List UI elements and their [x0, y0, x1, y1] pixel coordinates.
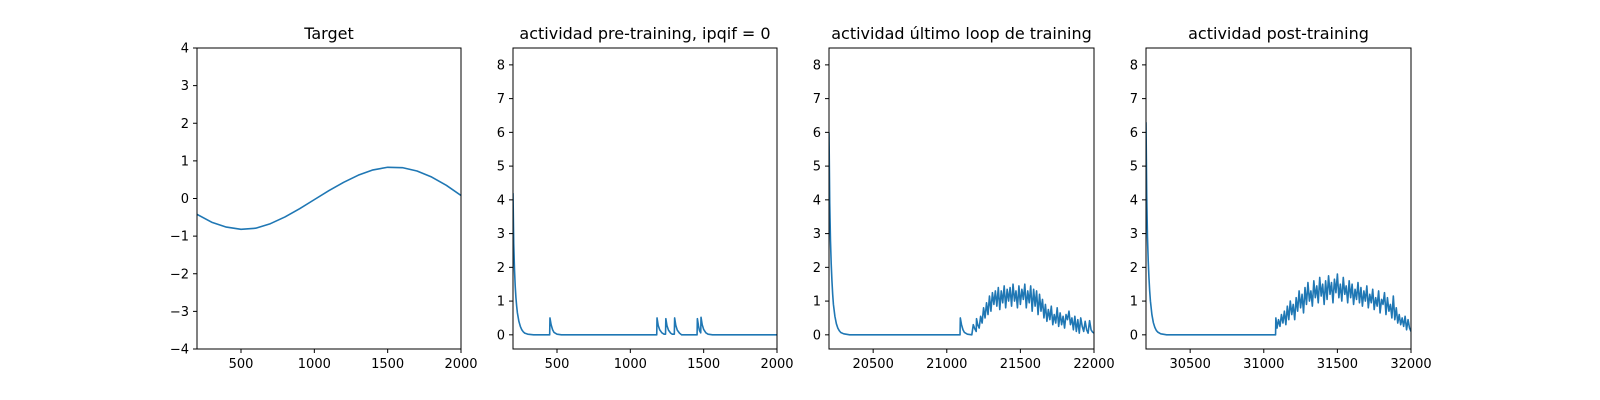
x-tick-label: 1500: [687, 357, 720, 372]
y-tick-label: 6: [497, 126, 505, 141]
axes-frame: [512, 47, 778, 350]
y-tick-label: 8: [813, 58, 821, 73]
y-tick-label: 3: [1130, 227, 1138, 242]
x-tick-label: 1500: [371, 357, 404, 372]
y-tick-label: 6: [813, 126, 821, 141]
subplot-2: 500 1000 1500 2000 0 1 2 3 4 5 6 7 8 actividad pre-tr…: [497, 24, 794, 372]
chart-title: actividad pre-training, ipqif = 0: [519, 24, 770, 43]
x-tick-label: 500: [545, 357, 570, 372]
subplot-3: 20500 21000 21500 22000 0 1 2 3 4 5 6 7 8 actividad ú…: [813, 24, 1115, 372]
y-tick-label: 2: [813, 261, 821, 276]
chart-title: actividad post-training: [1188, 24, 1369, 43]
x-tick-label: 500: [229, 357, 254, 372]
axes-frame: [196, 47, 462, 350]
y-tick-label: 4: [181, 42, 189, 57]
y-tick-label: 5: [1130, 160, 1138, 175]
x-tick-label: 2000: [444, 357, 477, 372]
y-tick-label: 8: [1130, 58, 1138, 73]
axes-frame: [828, 47, 1095, 350]
x-tick-label: 2000: [760, 357, 793, 372]
x-tick-label: 20500: [852, 357, 893, 372]
chart-title: Target: [303, 24, 354, 43]
y-tick-label: 1: [813, 295, 821, 310]
x-tick-label: 31500: [1317, 357, 1358, 372]
chart-title: actividad último loop de training: [831, 24, 1092, 43]
series-line-1: [513, 193, 777, 336]
y-tick-label: 3: [497, 227, 505, 242]
y-tick-label: 7: [813, 92, 821, 107]
y-tick-label: 3: [181, 79, 189, 94]
subplot-1: 500 1000 1500 2000 −4 −3 −2 −1 0 1 2 3 4 Target: [170, 24, 478, 372]
y-tick-label: 0: [1130, 328, 1138, 343]
y-tick-label: 0: [813, 328, 821, 343]
y-tick-label: −3: [170, 305, 189, 320]
y-tick-label: 8: [497, 58, 505, 73]
y-tick-label: −4: [170, 343, 189, 358]
y-tick-label: 7: [497, 92, 505, 107]
y-tick-label: 0: [181, 192, 189, 207]
x-tick-label: 1000: [614, 357, 647, 372]
x-tick-label: 32000: [1390, 357, 1431, 372]
y-tick-label: −1: [170, 230, 189, 245]
x-tick-label: 31000: [1243, 357, 1284, 372]
series-line-1: [197, 166, 461, 231]
y-tick-label: 2: [497, 261, 505, 276]
y-tick-label: 1: [1130, 295, 1138, 310]
x-tick-label: 21000: [926, 357, 967, 372]
x-tick-label: 21500: [1000, 357, 1041, 372]
y-tick-label: 0: [497, 328, 505, 343]
y-tick-label: 2: [1130, 261, 1138, 276]
y-tick-label: 2: [181, 117, 189, 132]
y-tick-label: 7: [1130, 92, 1138, 107]
y-tick-label: 3: [813, 227, 821, 242]
y-tick-label: 1: [181, 154, 189, 169]
y-tick-label: −2: [170, 267, 189, 282]
x-tick-label: 30500: [1169, 357, 1210, 372]
x-tick-label: 1000: [298, 357, 331, 372]
series-line-1: [1146, 122, 1411, 336]
y-tick-label: 4: [813, 193, 821, 208]
x-tick-label: 22000: [1073, 357, 1114, 372]
subplot-4: 30500 31000 31500 32000 0 1 2 3 4 5 6 7 8 actividad p…: [1130, 24, 1432, 372]
y-tick-label: 5: [497, 160, 505, 175]
axes-frame: [1145, 47, 1412, 350]
y-tick-label: 4: [1130, 193, 1138, 208]
y-tick-label: 4: [497, 193, 505, 208]
y-tick-label: 5: [813, 160, 821, 175]
y-tick-label: 1: [497, 295, 505, 310]
series-line-1: [829, 132, 1094, 336]
y-tick-label: 6: [1130, 126, 1138, 141]
